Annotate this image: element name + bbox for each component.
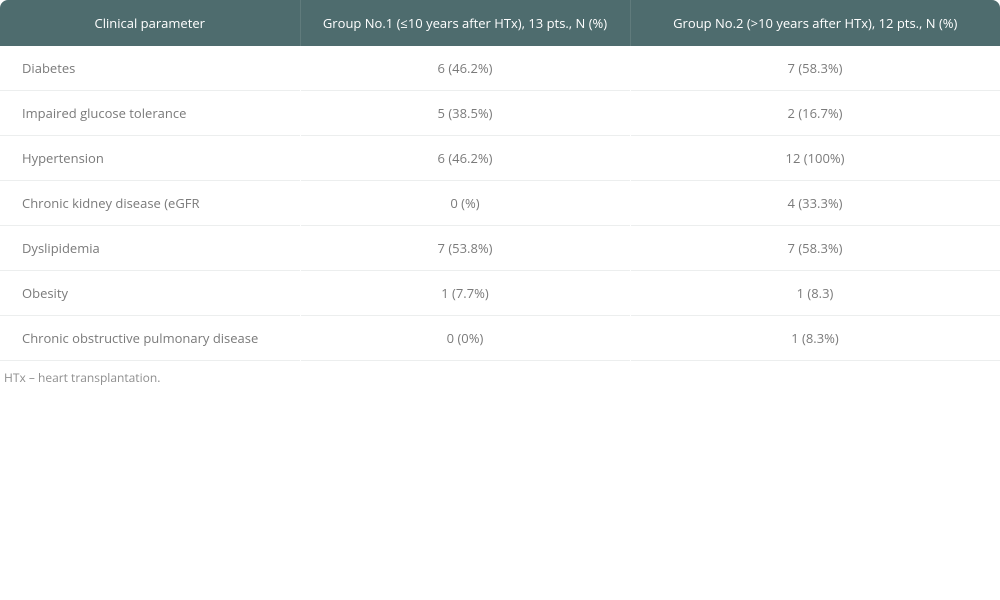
cell-group2: 7 (58.3%) — [630, 46, 1000, 91]
table-row: Obesity 1 (7.7%) 1 (8.3) — [0, 271, 1000, 316]
cell-parameter: Diabetes — [0, 46, 300, 91]
clinical-parameters-table: Clinical parameter Group No.1 (≤10 years… — [0, 0, 1000, 361]
cell-group1: 6 (46.2%) — [300, 136, 630, 181]
col-header-group1: Group No.1 (≤10 years after HTx), 13 pts… — [300, 0, 630, 46]
cell-group2: 1 (8.3%) — [630, 316, 1000, 361]
table-row: Hypertension 6 (46.2%) 12 (100%) — [0, 136, 1000, 181]
cell-group1: 5 (38.5%) — [300, 91, 630, 136]
cell-group2: 2 (16.7%) — [630, 91, 1000, 136]
cell-group1: 6 (46.2%) — [300, 46, 630, 91]
table-footnote: HTx – heart transplantation. — [0, 361, 1000, 386]
cell-group1: 1 (7.7%) — [300, 271, 630, 316]
table-row: Chronic kidney disease (eGFR 0 (%) 4 (33… — [0, 181, 1000, 226]
col-header-group2: Group No.2 (>10 years after HTx), 12 pts… — [630, 0, 1000, 46]
cell-parameter: Impaired glucose tolerance — [0, 91, 300, 136]
cell-parameter: Hypertension — [0, 136, 300, 181]
cell-group2: 4 (33.3%) — [630, 181, 1000, 226]
cell-group2: 12 (100%) — [630, 136, 1000, 181]
col-header-parameter: Clinical parameter — [0, 0, 300, 46]
table-row: Dyslipidemia 7 (53.8%) 7 (58.3%) — [0, 226, 1000, 271]
cell-group2: 1 (8.3) — [630, 271, 1000, 316]
cell-group2: 7 (58.3%) — [630, 226, 1000, 271]
clinical-table-wrap: Clinical parameter Group No.1 (≤10 years… — [0, 0, 1000, 361]
table-header-row: Clinical parameter Group No.1 (≤10 years… — [0, 0, 1000, 46]
table-row: Impaired glucose tolerance 5 (38.5%) 2 (… — [0, 91, 1000, 136]
table-row: Chronic obstructive pulmonary disease 0 … — [0, 316, 1000, 361]
cell-parameter: Chronic obstructive pulmonary disease — [0, 316, 300, 361]
cell-parameter: Chronic kidney disease (eGFR — [0, 181, 300, 226]
cell-group1: 0 (%) — [300, 181, 630, 226]
cell-group1: 7 (53.8%) — [300, 226, 630, 271]
cell-parameter: Dyslipidemia — [0, 226, 300, 271]
table-row: Diabetes 6 (46.2%) 7 (58.3%) — [0, 46, 1000, 91]
cell-group1: 0 (0%) — [300, 316, 630, 361]
cell-parameter: Obesity — [0, 271, 300, 316]
